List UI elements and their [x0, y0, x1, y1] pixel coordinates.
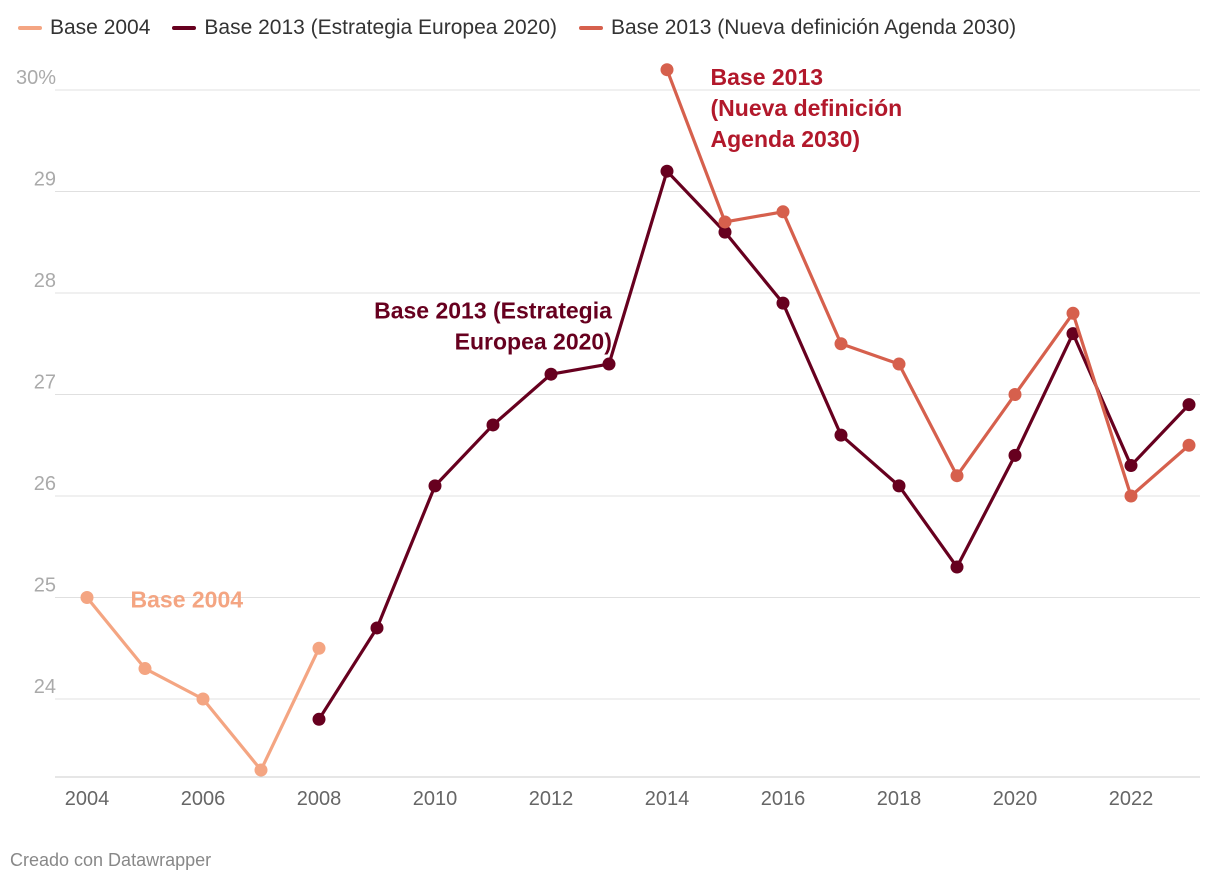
legend-label: Base 2013 (Nueva definición Agenda 2030): [611, 16, 1017, 39]
data-point: [1182, 398, 1196, 412]
data-point: [660, 164, 674, 178]
data-point: [196, 692, 210, 706]
data-point: [254, 763, 268, 777]
data-point: [1124, 459, 1138, 473]
data-point: [718, 225, 732, 239]
data-point: [1066, 306, 1080, 320]
annotation-label: Base 2004: [131, 587, 244, 613]
data-point: [1124, 489, 1138, 503]
x-tick-label: 2008: [297, 788, 342, 810]
data-point: [834, 428, 848, 442]
legend-swatch: [579, 26, 603, 30]
y-tick-label: 26: [34, 473, 56, 495]
data-point: [370, 621, 384, 635]
x-tick-label: 2006: [181, 788, 226, 810]
data-point: [486, 418, 500, 432]
x-tick-label: 2022: [1109, 788, 1154, 810]
data-point: [1066, 327, 1080, 341]
x-tick-label: 2010: [413, 788, 458, 810]
x-tick-label: 2014: [645, 788, 690, 810]
y-tick-label: 30%: [16, 67, 56, 89]
x-tick-label: 2012: [529, 788, 574, 810]
legend-item-base-2013-agenda-2030: Base 2013 (Nueva definición Agenda 2030): [579, 16, 1016, 40]
annotation-label: (Nueva definición: [711, 95, 903, 121]
data-point: [892, 357, 906, 371]
data-point: [1008, 448, 1022, 462]
x-tick-label: 2020: [993, 788, 1038, 810]
series-line-1: [317, 169, 1191, 721]
data-point: [718, 215, 732, 229]
y-tick-label: 29: [34, 169, 56, 191]
legend-swatch: [18, 26, 42, 30]
data-point: [544, 367, 558, 381]
y-tick-label: 27: [34, 372, 56, 394]
data-point: [834, 337, 848, 351]
data-point: [660, 63, 674, 77]
data-point: [312, 641, 326, 655]
y-tick-label: 28: [34, 270, 56, 292]
data-point: [312, 712, 326, 726]
data-point: [1182, 438, 1196, 452]
x-tick-label: 2004: [65, 788, 110, 810]
x-tick-label: 2016: [761, 788, 806, 810]
data-point: [776, 205, 790, 219]
legend-item-base-2004: Base 2004: [18, 16, 150, 40]
footer-credit: Creado con Datawrapper: [10, 850, 212, 870]
data-point: [602, 357, 616, 371]
annotation-label: Agenda 2030): [711, 126, 861, 152]
legend-label: Base 2013 (Estrategia Europea 2020): [204, 16, 557, 39]
data-point: [950, 560, 964, 574]
annotation-label: Europea 2020): [455, 328, 612, 354]
data-point: [950, 469, 964, 483]
data-point: [776, 296, 790, 310]
data-point: [80, 591, 94, 604]
legend: Base 2004 Base 2013 (Estrategia Europea …: [18, 16, 1016, 40]
series-line-2: [665, 69, 1191, 498]
legend-label: Base 2004: [50, 16, 151, 39]
legend-swatch: [172, 26, 197, 30]
series-line-0: [85, 596, 321, 772]
data-point: [892, 479, 906, 493]
annotation-label: Base 2013: [711, 64, 824, 90]
data-point: [428, 479, 442, 493]
x-tick-label: 2018: [877, 788, 922, 810]
data-point: [1008, 388, 1022, 401]
y-tick-label: 24: [34, 676, 56, 698]
data-point: [138, 662, 152, 676]
annotation-label: Base 2013 (Estrategia: [374, 297, 612, 323]
y-tick-label: 25: [34, 575, 56, 597]
legend-item-base-2013-europa-2020: Base 2013 (Estrategia Europea 2020): [172, 16, 557, 40]
